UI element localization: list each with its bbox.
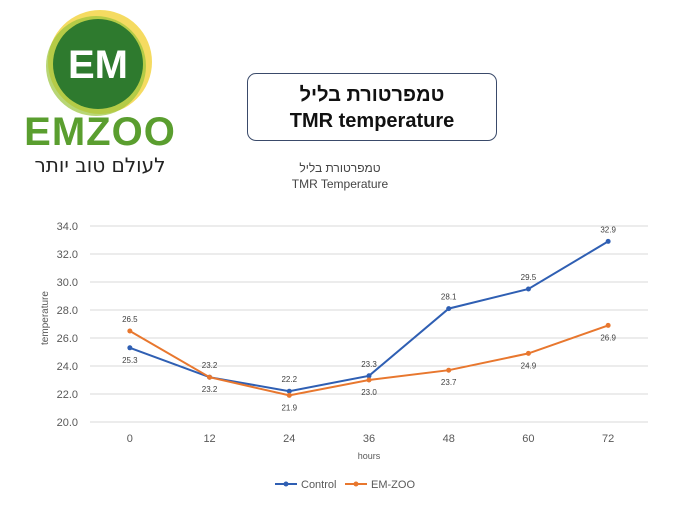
legend-marker [283, 481, 289, 487]
data-point [525, 350, 531, 356]
x-tick-label: 60 [522, 433, 534, 445]
data-label: 29.5 [521, 273, 537, 282]
data-label: 23.3 [361, 360, 377, 369]
data-point [446, 367, 452, 373]
y-tick-label: 20.0 [57, 417, 78, 429]
chart-title: טמפרטורת בליל TMR Temperature [240, 160, 440, 192]
data-point [366, 373, 372, 379]
svg-text:לעולם טוב יותר: לעולם טוב יותר [34, 153, 165, 177]
x-tick-label: 12 [203, 433, 215, 445]
y-tick-label: 34.0 [57, 221, 78, 233]
chart-subtitle: TMR Temperature [291, 177, 389, 191]
data-label: 28.1 [441, 293, 457, 302]
data-point [366, 377, 372, 383]
y-tick-label: 24.0 [57, 361, 78, 373]
data-point [605, 238, 611, 244]
data-label: 32.9 [600, 225, 616, 234]
data-point [127, 345, 133, 351]
y-tick-label: 22.0 [57, 389, 78, 401]
data-point [127, 328, 133, 334]
data-point [207, 374, 213, 380]
x-tick-label: 36 [363, 433, 375, 445]
data-label: 25.3 [122, 356, 138, 365]
legend-label: Control [301, 479, 336, 491]
y-tick-label: 30.0 [57, 277, 78, 289]
y-tick-label: 26.0 [57, 333, 78, 345]
data-label: 21.9 [281, 403, 297, 412]
emzoo-logo: EM EMZOO לעולם טוב יותר [24, 10, 176, 177]
data-point [286, 392, 292, 398]
x-tick-label: 72 [602, 433, 614, 445]
data-label: 23.7 [441, 378, 457, 387]
x-tick-label: 24 [283, 433, 295, 445]
title-box: טמפרטורת בליל TMR temperature [247, 73, 497, 141]
data-label: 26.9 [600, 333, 616, 342]
svg-text:EM: EM [68, 43, 128, 87]
legend-marker [353, 481, 359, 487]
data-label: 23.2 [202, 385, 218, 394]
data-point [525, 286, 531, 292]
data-label: 24.9 [521, 361, 537, 370]
x-tick-label: 0 [127, 433, 133, 445]
data-label: 26.5 [122, 315, 138, 324]
data-label: 23.2 [202, 361, 218, 370]
x-axis-label: hours [358, 451, 381, 461]
data-point [286, 388, 292, 394]
x-tick-label: 48 [443, 433, 455, 445]
title-hebrew: טמפרטורת בליל [299, 84, 445, 106]
data-label: 22.2 [281, 375, 297, 384]
title-english: TMR temperature [289, 110, 455, 132]
y-tick-label: 28.0 [57, 305, 78, 317]
svg-text:EMZOO: EMZOO [24, 110, 176, 154]
data-point [446, 306, 452, 312]
y-tick-label: 32.0 [57, 249, 78, 261]
data-point [605, 322, 611, 328]
y-axis-label: temperature [40, 291, 51, 345]
chart-title-hebrew: טמפרטורת בליל [299, 161, 381, 175]
legend-label: EM-ZOO [371, 479, 415, 491]
data-label: 23.0 [361, 388, 377, 397]
